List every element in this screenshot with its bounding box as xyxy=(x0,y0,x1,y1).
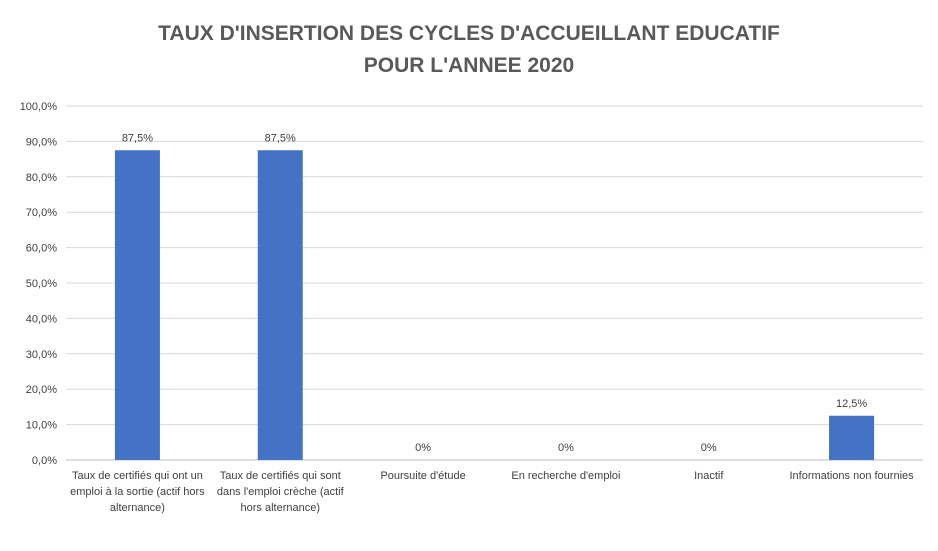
data-label: 0% xyxy=(558,442,574,454)
x-tick-label-line: Taux de certifiés qui ont un xyxy=(72,470,203,482)
x-tick-label-line: Inactif xyxy=(694,470,724,482)
y-tick-label: 20,0% xyxy=(26,384,57,396)
data-label: 87,5% xyxy=(122,132,153,144)
x-tick-label-line: Informations non fournies xyxy=(790,470,915,482)
x-tick-label-line: alternance) xyxy=(110,502,165,514)
y-tick-label: 0,0% xyxy=(32,455,57,467)
x-tick-label-line: hors alternance) xyxy=(241,502,321,514)
chart-title-line-2: POUR L'ANNEE 2020 xyxy=(363,54,575,77)
x-tick-label-line: Taux de certifiés qui sont xyxy=(220,470,341,482)
y-tick-label: 10,0% xyxy=(26,420,57,432)
x-tick-label: En recherche d'emploi xyxy=(511,470,620,482)
chart-title-line-1: TAUX D'INSERTION DES CYCLES D'ACCUEILLAN… xyxy=(158,22,780,45)
x-tick-label-line: En recherche d'emploi xyxy=(511,470,620,482)
data-label: 12,5% xyxy=(836,398,867,410)
data-label: 0% xyxy=(701,442,717,454)
x-tick-label-line: emploi à la sortie (actif hors xyxy=(70,486,205,498)
y-tick-label: 100,0% xyxy=(20,101,58,113)
y-tick-label: 70,0% xyxy=(26,207,57,219)
y-tick-label: 80,0% xyxy=(26,172,57,184)
x-tick-label: Poursuite d'étude xyxy=(380,470,465,482)
data-label: 0% xyxy=(415,442,431,454)
bar xyxy=(829,415,875,460)
data-label: 87,5% xyxy=(265,132,296,144)
x-tick-label-line: Poursuite d'étude xyxy=(380,470,465,482)
bar xyxy=(257,150,303,460)
y-tick-label: 50,0% xyxy=(26,278,57,290)
y-tick-label: 90,0% xyxy=(26,136,57,148)
x-tick-label: Taux de certifiés qui ont un emploi à la … xyxy=(70,470,205,514)
x-tick-label: Taux de certifiés qui sont dans l'emploi … xyxy=(217,470,345,514)
y-tick-label: 30,0% xyxy=(26,349,57,361)
bar xyxy=(114,150,160,460)
x-tick-label: Informations non fournies xyxy=(790,470,915,482)
x-tick-label: Inactif xyxy=(694,470,724,482)
x-tick-label-line: dans l'emploi crèche (actif xyxy=(217,486,345,498)
y-tick-label: 60,0% xyxy=(26,243,57,255)
y-tick-label: 40,0% xyxy=(26,313,57,325)
